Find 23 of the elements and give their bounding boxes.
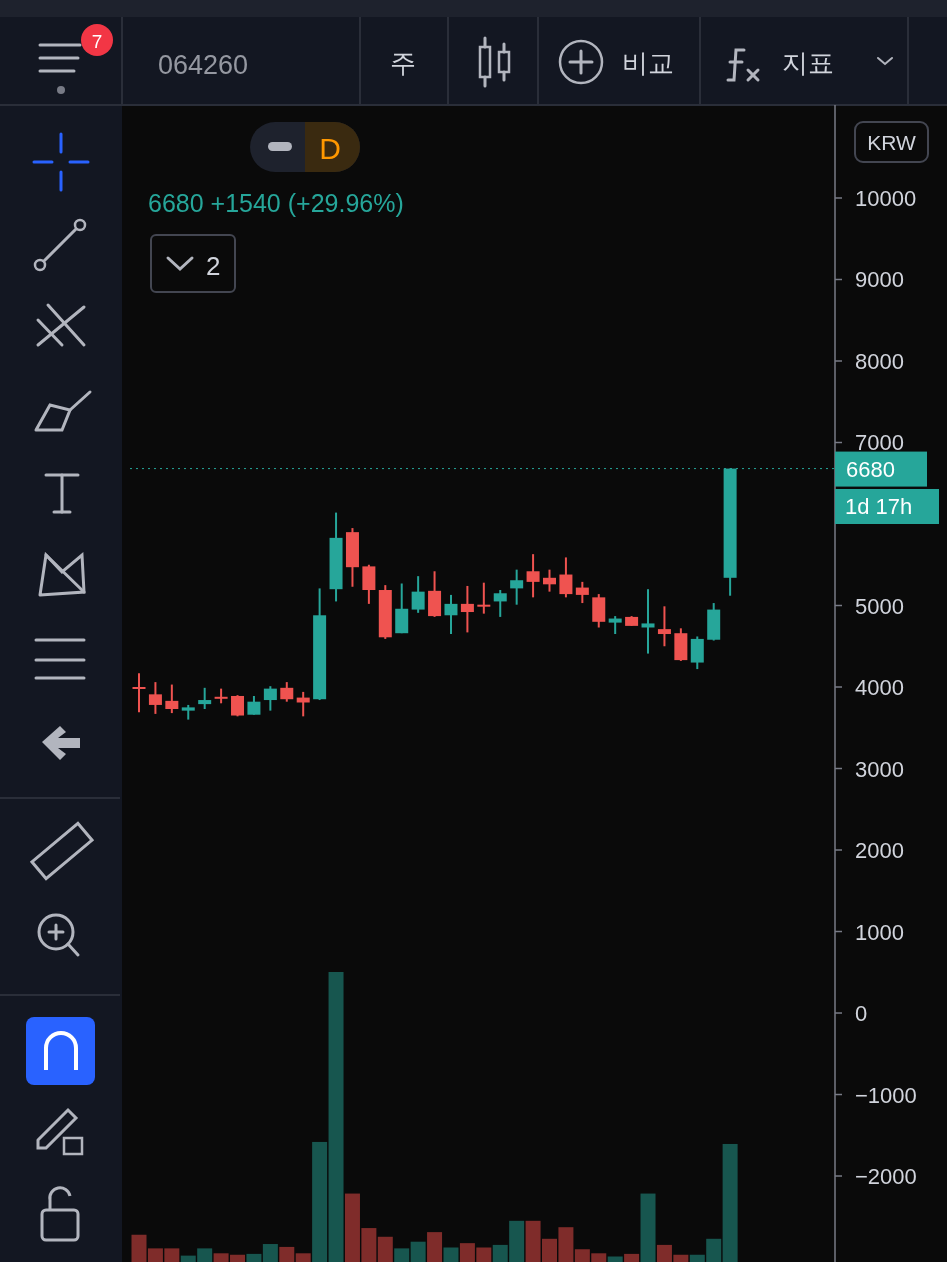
- y-tick-label: 5000: [855, 593, 904, 619]
- ref-line-label: 6680: [846, 456, 895, 482]
- y-tick-label: 1000: [855, 919, 904, 945]
- text: 주: [390, 48, 416, 78]
- annotation: D: [319, 132, 341, 165]
- text: KRW: [867, 131, 916, 154]
- y-tick-label: 3000: [855, 756, 904, 782]
- y-tick-label: 2000: [855, 838, 904, 864]
- y-tick-label: 9000: [855, 267, 904, 293]
- text: 7: [91, 31, 103, 52]
- y-tick-label: 10000: [855, 185, 917, 211]
- text: 1d 17h: [845, 494, 913, 519]
- y-tick-label: 0: [855, 1001, 868, 1027]
- text: 지표: [782, 48, 834, 78]
- y-tick-label: −1000: [855, 1082, 917, 1108]
- y-tick-label: −2000: [855, 1164, 917, 1190]
- annotation: 2: [206, 251, 221, 281]
- text: 비교: [622, 48, 674, 78]
- y-tick-label: 7000: [855, 430, 904, 456]
- text: 064260: [158, 50, 249, 80]
- y-tick-label: 4000: [855, 675, 904, 700]
- annotation: 6680 +1540 (+29.96%): [148, 189, 404, 217]
- y-tick-label: 8000: [855, 349, 904, 374]
